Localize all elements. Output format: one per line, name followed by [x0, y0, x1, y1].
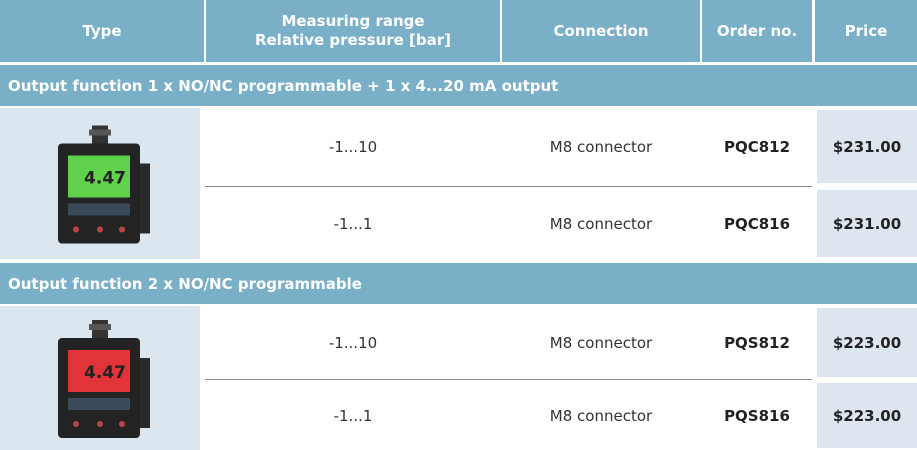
order-cell: PQS816: [724, 406, 790, 425]
row-separator: [205, 379, 812, 380]
range-cell: -1...10: [328, 333, 378, 352]
connection-cell: M8 connector: [549, 137, 653, 156]
row-separator: [205, 186, 812, 187]
order-cell: PQC812: [723, 137, 791, 156]
price-cell: $231.00: [817, 110, 917, 183]
range-cell: -1...1: [333, 406, 373, 425]
header-cell: Connection: [502, 0, 700, 62]
price-cell: $231.00: [817, 190, 917, 257]
product-image: 4.47: [58, 125, 150, 244]
range-cell: -1...10: [328, 137, 378, 156]
display-text: 4.47: [84, 363, 126, 383]
range-cell: -1...1: [333, 214, 373, 233]
price-cell: $223.00: [817, 383, 917, 448]
connection-cell: M8 connector: [549, 406, 653, 425]
price-cell: $223.00: [817, 308, 917, 377]
display-text: 4.47: [84, 169, 126, 189]
header-cell: Type: [0, 0, 204, 62]
order-cell: PQC816: [723, 214, 791, 233]
header-line: Relative pressure [bar]: [254, 31, 452, 49]
header-cell: Price: [815, 0, 917, 62]
product-image: 4.47: [58, 320, 150, 438]
connection-cell: M8 connector: [549, 214, 653, 233]
header-cell: Order no.: [702, 0, 812, 62]
section-title: Output function 1 x NO/NC programmable +…: [0, 65, 917, 106]
connection-cell: M8 connector: [549, 333, 653, 352]
section-title: Output function 2 x NO/NC programmable: [0, 263, 917, 304]
header-cell: Measuring range Relative pressure [bar]: [206, 0, 500, 62]
header-line: Measuring range: [281, 12, 425, 30]
order-cell: PQS812: [724, 333, 790, 352]
